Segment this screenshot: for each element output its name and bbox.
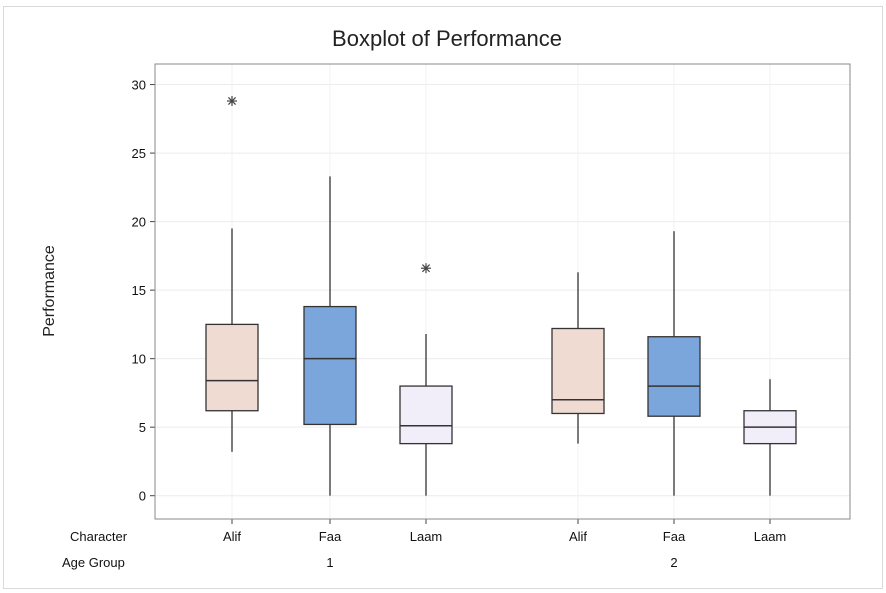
- category-label-faa: Faa: [319, 529, 342, 544]
- box-alif-group-1: [205, 96, 259, 452]
- age-group-label: 1: [326, 555, 333, 570]
- plot-area-border: [154, 63, 851, 520]
- y-tick-label: 10: [132, 352, 146, 367]
- chart-frame: [3, 6, 883, 589]
- y-tick-label: 0: [139, 489, 146, 504]
- y-tick-label: 15: [132, 283, 146, 298]
- y-tick-label: 25: [132, 146, 146, 161]
- box-iqr: [551, 327, 605, 415]
- category-label-alif: Alif: [569, 529, 587, 544]
- y-tick-label: 30: [132, 78, 146, 93]
- category-label-laam: Laam: [410, 529, 443, 544]
- y-tick-label: 20: [132, 215, 146, 230]
- category-label-alif: Alif: [223, 529, 241, 544]
- box-iqr: [205, 323, 259, 412]
- box-laam-group-2: [743, 379, 797, 496]
- box-faa-group-2: [647, 231, 701, 496]
- box-laam-group-1: [399, 263, 453, 496]
- age-group-label: 2: [670, 555, 677, 570]
- chart-title: Boxplot of Performance: [332, 26, 562, 51]
- box-iqr: [399, 385, 453, 445]
- box-iqr: [647, 336, 701, 417]
- row-label-character: Character: [70, 529, 128, 544]
- category-label-laam: Laam: [754, 529, 787, 544]
- category-label-faa: Faa: [663, 529, 686, 544]
- outlier-marker: [421, 263, 431, 274]
- box-faa-group-1: [303, 176, 357, 496]
- y-tick-label: 5: [139, 420, 146, 435]
- box-alif-group-2: [551, 272, 605, 444]
- box-iqr: [303, 305, 357, 426]
- row-label-age-group: Age Group: [62, 555, 125, 570]
- y-axis-label: Performance: [41, 245, 58, 337]
- outlier-marker: [227, 96, 237, 107]
